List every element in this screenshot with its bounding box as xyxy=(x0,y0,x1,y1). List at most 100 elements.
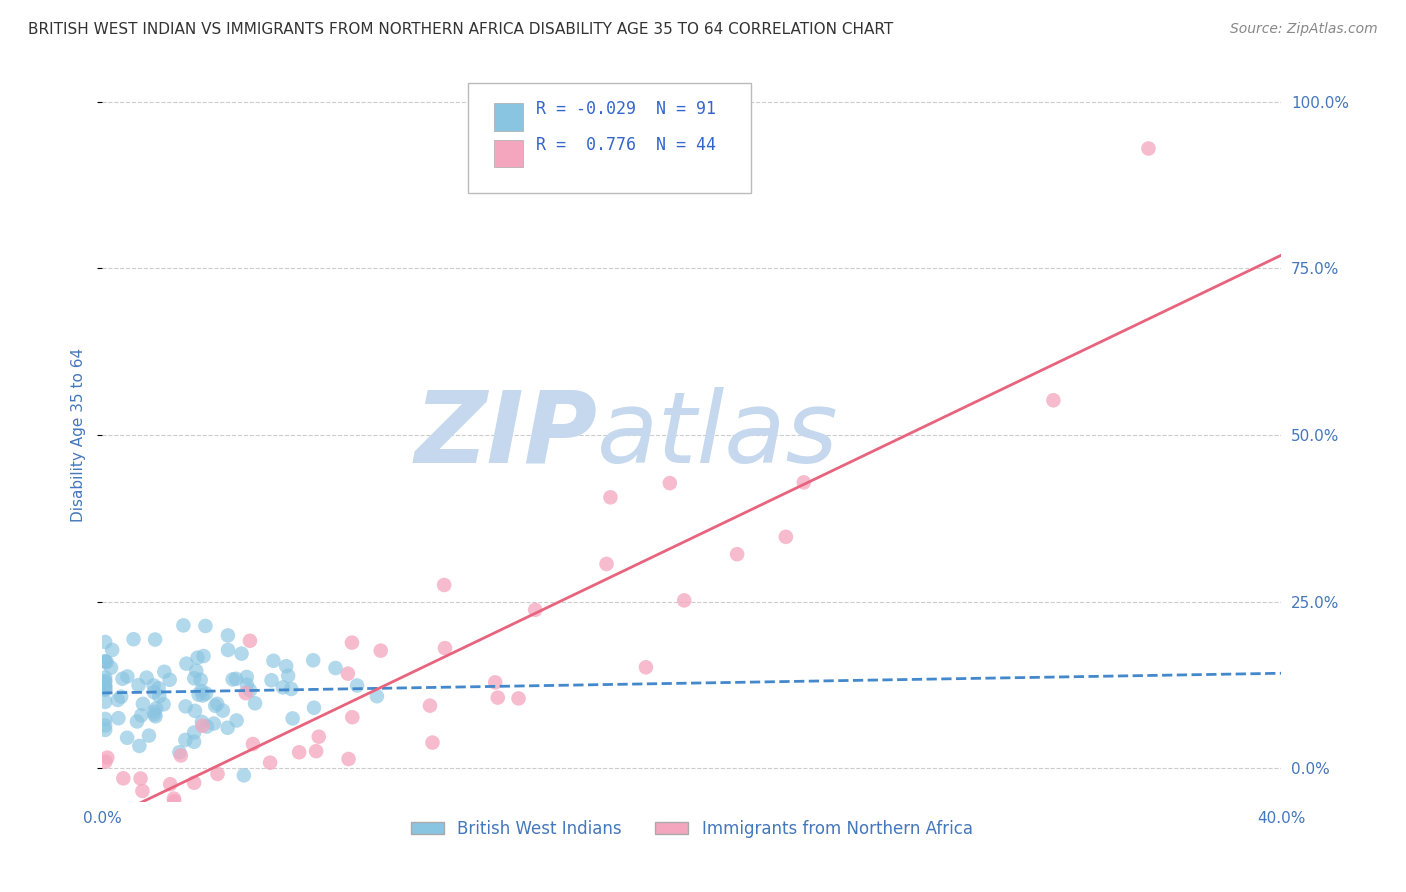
Point xyxy=(486,690,509,705)
Point xyxy=(94,673,117,688)
Point xyxy=(111,672,134,686)
Point xyxy=(191,719,214,733)
Y-axis label: Disability Age 35 to 64: Disability Age 35 to 64 xyxy=(72,348,86,522)
Point xyxy=(183,776,205,790)
Point xyxy=(524,603,547,617)
Point xyxy=(122,632,145,647)
Point xyxy=(129,708,152,723)
Point xyxy=(94,670,117,684)
Point xyxy=(195,686,218,700)
Point xyxy=(235,686,257,700)
Point xyxy=(184,704,207,718)
Point xyxy=(142,705,165,719)
Point xyxy=(110,690,132,704)
Point xyxy=(117,669,139,683)
Point xyxy=(186,664,208,678)
Point xyxy=(138,729,160,743)
Point xyxy=(433,578,456,592)
Text: R = -0.029  N = 91: R = -0.029 N = 91 xyxy=(536,100,716,118)
Point xyxy=(159,777,181,791)
Point xyxy=(159,673,181,687)
Point xyxy=(100,661,122,675)
Point xyxy=(183,735,205,749)
Point xyxy=(145,701,167,715)
Point xyxy=(277,669,299,683)
Point xyxy=(239,683,262,698)
Point xyxy=(336,666,359,681)
Point xyxy=(128,678,150,692)
Point xyxy=(222,673,245,687)
Point xyxy=(725,547,748,561)
Point xyxy=(673,593,696,607)
Point xyxy=(94,680,117,694)
Text: R =  0.776  N = 44: R = 0.776 N = 44 xyxy=(536,136,716,154)
Point xyxy=(508,691,530,706)
Point xyxy=(599,491,621,505)
Point xyxy=(204,698,226,713)
Point xyxy=(433,641,456,656)
Point xyxy=(94,695,117,709)
Point xyxy=(129,772,152,786)
Point xyxy=(190,683,212,698)
Point xyxy=(595,557,617,571)
Point xyxy=(232,768,254,782)
Point xyxy=(143,707,166,722)
Point xyxy=(94,654,117,668)
Point xyxy=(346,678,368,692)
Point xyxy=(242,737,264,751)
Point xyxy=(187,839,209,854)
Point xyxy=(419,698,441,713)
Point xyxy=(281,711,304,725)
Point xyxy=(142,678,165,692)
FancyBboxPatch shape xyxy=(494,140,523,168)
Point xyxy=(96,655,118,669)
Point xyxy=(148,689,170,703)
Point xyxy=(128,739,150,753)
Point xyxy=(135,671,157,685)
Point xyxy=(107,711,129,725)
Point xyxy=(94,723,117,737)
Point xyxy=(183,725,205,739)
Point xyxy=(94,718,117,732)
FancyBboxPatch shape xyxy=(494,103,523,131)
Point xyxy=(340,635,363,649)
Point xyxy=(288,745,311,759)
Point xyxy=(231,647,253,661)
Text: BRITISH WEST INDIAN VS IMMIGRANTS FROM NORTHERN AFRICA DISABILITY AGE 35 TO 64 C: BRITISH WEST INDIAN VS IMMIGRANTS FROM N… xyxy=(28,22,893,37)
Point xyxy=(94,679,117,693)
Point xyxy=(94,682,117,697)
Point xyxy=(125,714,148,729)
Point xyxy=(262,654,284,668)
Point xyxy=(186,650,208,665)
Point xyxy=(634,660,657,674)
Point xyxy=(217,628,239,642)
Legend: British West Indians, Immigrants from Northern Africa: British West Indians, Immigrants from No… xyxy=(404,814,980,845)
Point xyxy=(308,730,330,744)
Point xyxy=(112,772,135,786)
Point xyxy=(658,476,681,491)
Point xyxy=(366,690,388,704)
Point xyxy=(176,657,198,671)
Point xyxy=(1137,141,1160,155)
FancyBboxPatch shape xyxy=(468,83,751,194)
Point xyxy=(190,673,212,687)
Point xyxy=(107,693,129,707)
Point xyxy=(174,699,197,714)
Point xyxy=(239,633,262,648)
Point xyxy=(280,681,302,696)
Point xyxy=(143,685,166,699)
Point xyxy=(212,704,235,718)
Point xyxy=(205,697,228,711)
Point xyxy=(122,814,145,828)
Point xyxy=(243,696,266,710)
Point xyxy=(94,655,117,669)
Point xyxy=(153,665,176,679)
Point xyxy=(793,475,815,490)
Point xyxy=(207,767,229,781)
Point xyxy=(187,688,209,702)
Point xyxy=(94,712,117,726)
Point xyxy=(342,710,364,724)
Point xyxy=(170,748,193,763)
Point xyxy=(266,817,288,831)
Point xyxy=(271,681,294,695)
